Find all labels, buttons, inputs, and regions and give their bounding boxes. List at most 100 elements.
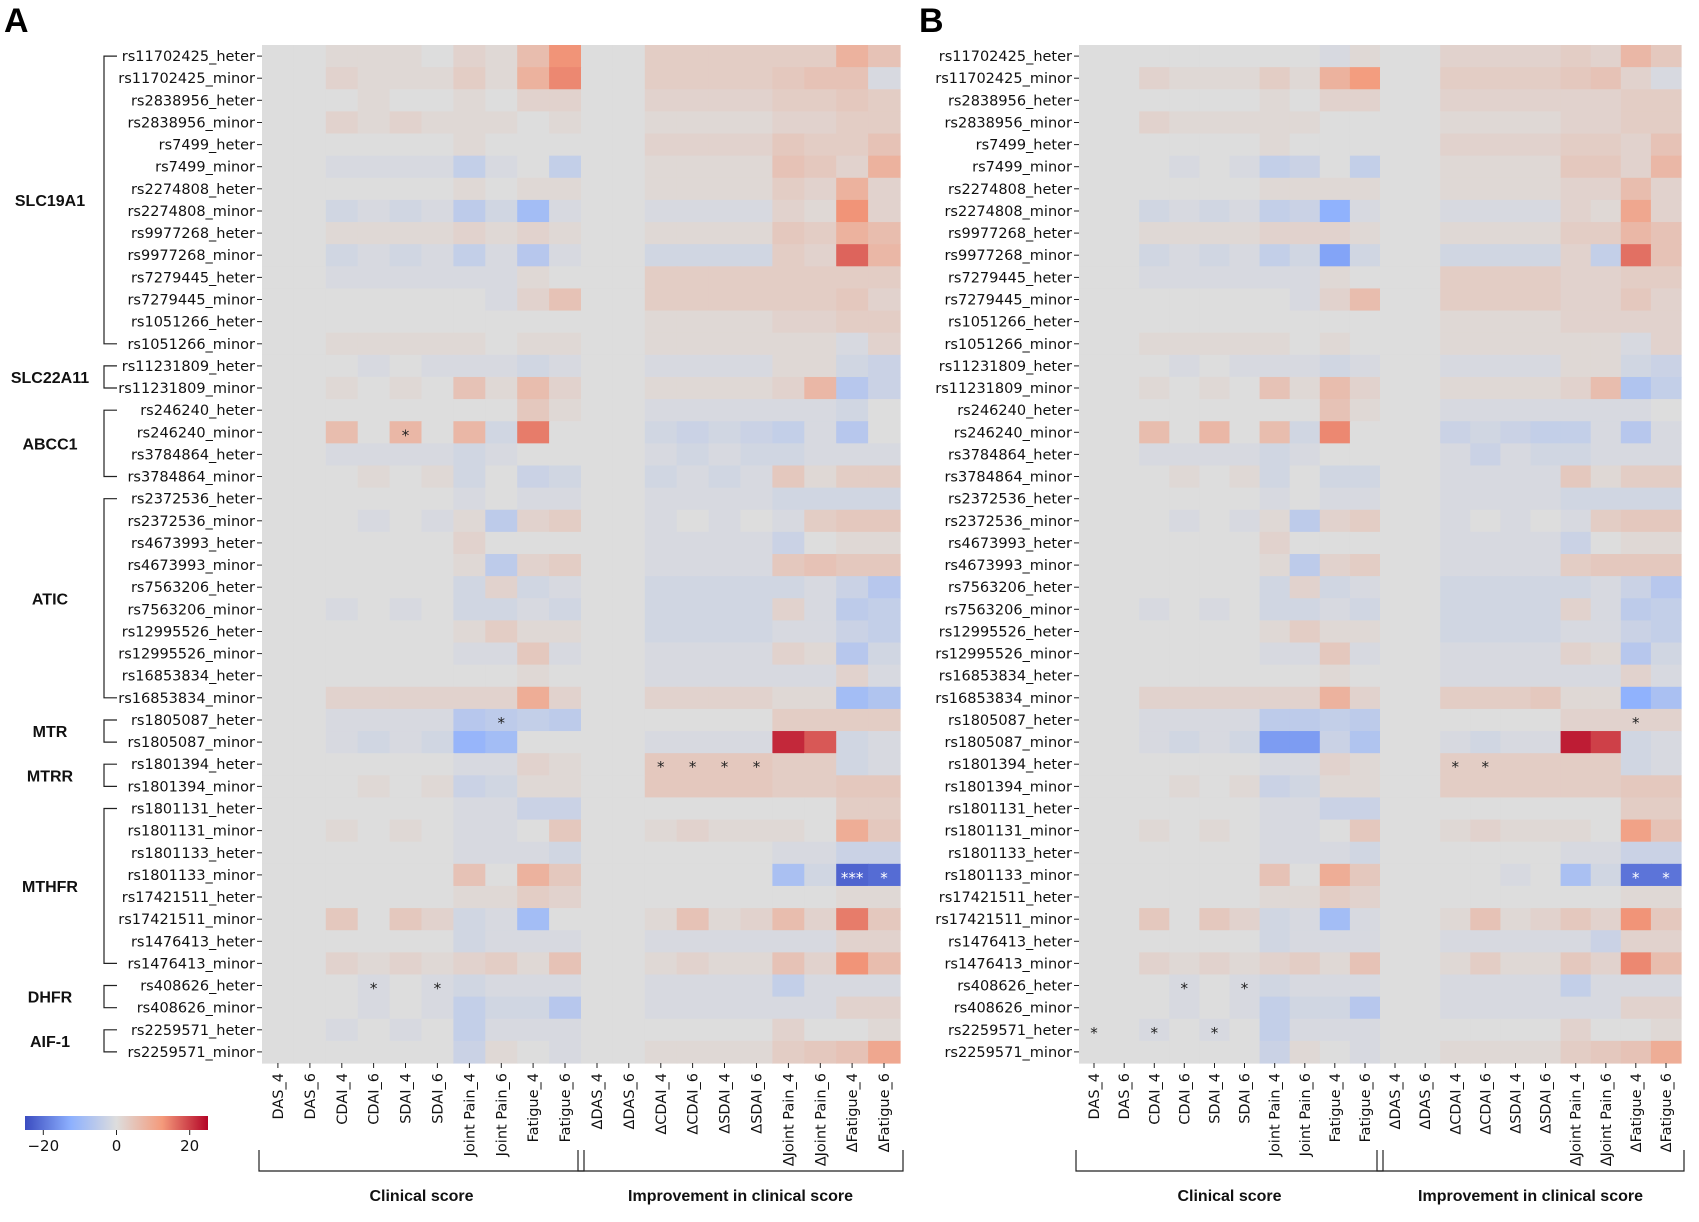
heatmap-cell	[325, 487, 359, 511]
heatmap-cell	[1109, 686, 1140, 710]
heatmap-cell	[1079, 266, 1110, 290]
heatmap-cell	[1380, 930, 1411, 953]
heatmap-cell	[1650, 885, 1682, 909]
heatmap-cell	[1560, 376, 1592, 400]
heatmap-cell	[1470, 531, 1501, 555]
heatmap-cell	[644, 554, 678, 577]
heatmap-cell	[293, 819, 327, 843]
heatmap-cell	[325, 952, 359, 976]
heatmap-cell	[1380, 244, 1411, 267]
heatmap-cell	[804, 487, 837, 511]
heatmap-cell	[421, 686, 454, 710]
heatmap-cell	[1590, 376, 1622, 400]
heatmap-cell	[581, 222, 614, 245]
heatmap-cell	[1470, 399, 1501, 422]
heatmap-cell	[389, 45, 423, 68]
heatmap-cell	[1259, 708, 1291, 732]
heatmap-cell	[740, 509, 773, 533]
heatmap-cell	[1229, 554, 1261, 577]
heatmap-cell	[1620, 598, 1652, 621]
heatmap-cell	[772, 576, 805, 599]
heatmap-cell	[1560, 421, 1592, 444]
heatmap-cell	[1530, 310, 1562, 334]
heatmap-cell	[1560, 908, 1592, 931]
heatmap-cell	[517, 841, 550, 865]
heatmap-cell	[644, 841, 678, 865]
heatmap-cell	[293, 421, 327, 444]
heatmap-cell	[772, 930, 805, 953]
heatmap-cell	[549, 399, 582, 422]
heatmap-cell	[1530, 1040, 1562, 1064]
heatmap-cell	[612, 952, 646, 976]
row-label: rs1801131_minor	[944, 824, 1072, 840]
heatmap-cell	[1319, 952, 1351, 976]
row-label: rs4673993_heter	[131, 536, 255, 552]
heatmap-cell	[1259, 554, 1291, 577]
heatmap-cell	[485, 376, 518, 400]
heatmap-cell	[325, 996, 359, 1020]
heatmap-cell	[1620, 620, 1652, 644]
heatmap-cell	[581, 554, 614, 577]
row-label: rs1051266_heter	[131, 315, 255, 331]
heatmap-cell	[325, 266, 359, 290]
heatmap-cell	[1500, 465, 1532, 489]
heatmap-cell	[293, 664, 327, 688]
heatmap-cell	[1229, 974, 1261, 998]
heatmap-cell	[1229, 487, 1261, 511]
heatmap-cell	[1590, 531, 1622, 555]
heatmap-cell	[836, 89, 869, 112]
heatmap-cell	[389, 952, 423, 976]
heatmap-cell	[485, 421, 518, 444]
heatmap-cell	[1079, 399, 1110, 422]
row-label: rs1476413_minor	[944, 956, 1072, 972]
heatmap-cell	[676, 199, 710, 223]
heatmap-cell	[612, 376, 646, 400]
heatmap-cell	[453, 421, 486, 444]
heatmap-cell	[708, 908, 742, 931]
heatmap-cell	[708, 244, 742, 267]
row-label: rs12995526_minor	[118, 647, 255, 663]
heatmap-cell	[517, 244, 550, 267]
heatmap-cell	[1139, 908, 1170, 931]
panel-label-b: B	[919, 2, 944, 40]
heatmap-cell	[485, 620, 518, 644]
heatmap-cell	[1169, 199, 1200, 223]
heatmap-cell	[1259, 222, 1291, 245]
heatmap-cell	[676, 67, 710, 90]
heatmap-cell	[1289, 664, 1321, 688]
heatmap-cell	[644, 310, 678, 334]
heatmap-cell	[612, 996, 646, 1020]
column-label: ΔCDAI_6	[1478, 1073, 1494, 1135]
heatmap-cell	[644, 177, 678, 201]
gene-label: AIF-1	[30, 1034, 70, 1051]
heatmap-cell	[581, 753, 614, 776]
heatmap-cell	[1079, 863, 1110, 887]
row-label: rs246240_minor	[954, 425, 1072, 441]
heatmap-cell	[1470, 310, 1501, 334]
heatmap-cell	[549, 443, 582, 467]
heatmap-cell	[1590, 930, 1622, 953]
heatmap-cell	[453, 664, 486, 688]
heatmap-cell	[293, 775, 327, 799]
heatmap-cell	[1500, 930, 1532, 953]
heatmap-cell	[1380, 598, 1411, 621]
heatmap-cell	[1199, 376, 1231, 400]
heatmap-cell	[549, 996, 582, 1020]
heatmap-cell	[1620, 222, 1652, 245]
heatmap-cell	[612, 974, 646, 998]
heatmap-cell	[485, 399, 518, 422]
heatmap-cell	[612, 443, 646, 467]
heatmap-cell	[517, 155, 550, 179]
heatmap-cell	[868, 841, 901, 865]
heatmap-cell	[1199, 952, 1231, 976]
row-label: rs7499_minor	[155, 160, 255, 176]
heatmap-cell	[581, 996, 614, 1020]
heatmap-cell	[357, 332, 391, 356]
heatmap-cell	[1590, 952, 1622, 976]
heatmap-cell	[1530, 885, 1562, 909]
heatmap-cell	[1109, 908, 1140, 931]
heatmap-cell	[1319, 620, 1351, 644]
heatmap-cell	[1169, 952, 1200, 976]
heatmap-cell	[1079, 222, 1110, 245]
heatmap-cell	[1440, 1040, 1471, 1064]
